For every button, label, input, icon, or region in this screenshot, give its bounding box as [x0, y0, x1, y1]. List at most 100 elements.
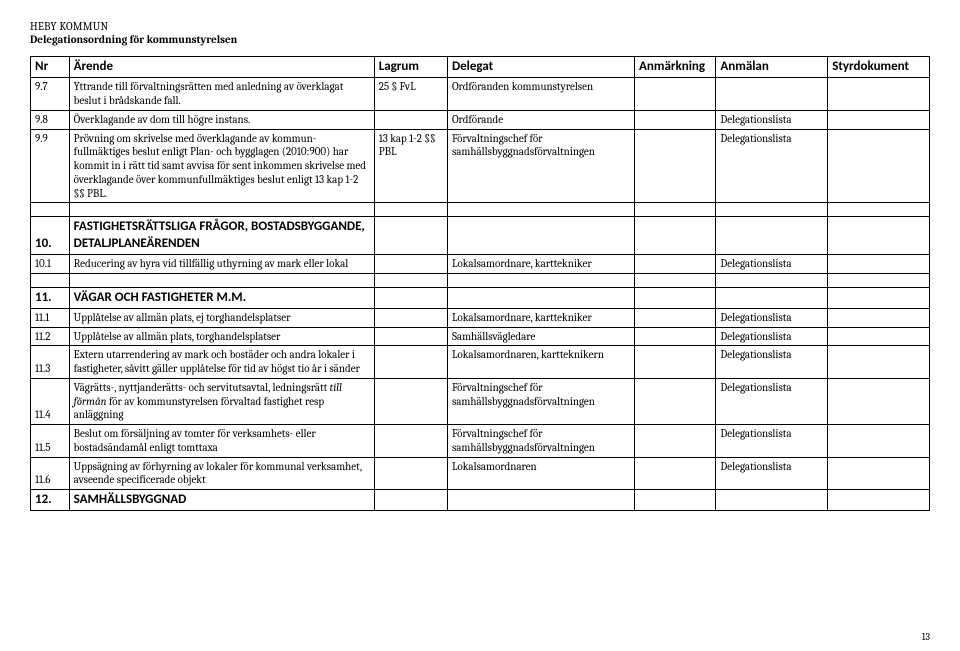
col-lagrum: Lagrum — [374, 57, 447, 78]
cell-lagrum — [374, 327, 447, 346]
cell-anmalan — [716, 78, 828, 111]
section-title: SAMHÄLLSBYGGNAD — [69, 490, 374, 511]
cell-delegat: Lokalsamordnaren — [447, 457, 634, 490]
cell-delegat: Ordförande — [447, 110, 634, 129]
cell-styrdokument — [828, 129, 930, 203]
cell-anmarkning — [635, 457, 716, 490]
col-nr: Nr — [31, 57, 70, 78]
cell-anmalan: Delegationslista — [716, 346, 828, 379]
cell-arende: Beslut om försäljning av tomter för verk… — [69, 425, 374, 458]
cell-delegat: Förvaltningschef för samhällsbyggnadsför… — [447, 129, 634, 203]
table-row: 11.4 Vägrätts-, nyttjanderätts- och serv… — [31, 378, 930, 424]
cell-nr: 9.7 — [31, 78, 70, 111]
section-title: VÄGAR OCH FASTIGHETER M.M. — [69, 287, 374, 308]
table-row: 11.5 Beslut om försäljning av tomter för… — [31, 425, 930, 458]
cell-styrdokument — [828, 254, 930, 273]
section-row: 10. FASTIGHETSRÄTTSLIGA FRÅGOR, BOSTADSB… — [31, 217, 930, 255]
cell-nr: 11.2 — [31, 327, 70, 346]
cell-styrdokument — [828, 308, 930, 327]
cell-delegat: Förvaltningschef för samhällsbyggnadsför… — [447, 378, 634, 424]
cell-anmalan: Delegationslista — [716, 425, 828, 458]
cell-delegat: Samhällsvägledare — [447, 327, 634, 346]
cell-anmarkning — [635, 308, 716, 327]
cell-styrdokument — [828, 346, 930, 379]
cell-anmarkning — [635, 346, 716, 379]
cell-lagrum: 13 kap 1-2 §§ PBL — [374, 129, 447, 203]
table-row: 11.3 Extern utarrendering av mark och bo… — [31, 346, 930, 379]
cell-anmarkning — [635, 378, 716, 424]
cell-styrdokument — [828, 78, 930, 111]
cell-nr: 10.1 — [31, 254, 70, 273]
table-row: 9.7 Yttrande till förvaltningsrätten med… — [31, 78, 930, 111]
cell-anmarkning — [635, 110, 716, 129]
cell-lagrum — [374, 425, 447, 458]
cell-styrdokument — [828, 378, 930, 424]
cell-delegat: Lokalsamordnare, karttekniker — [447, 254, 634, 273]
cell-nr: 11.1 — [31, 308, 70, 327]
section-nr: 10. — [31, 217, 70, 255]
cell-delegat: Lokalsamordnare, karttekniker — [447, 308, 634, 327]
delegation-table: Nr Ärende Lagrum Delegat Anmärkning Anmä… — [30, 56, 930, 511]
table-row: 11.6 Uppsägning av förhyrning av lokaler… — [31, 457, 930, 490]
cell-nr: 11.6 — [31, 457, 70, 490]
cell-nr: 11.5 — [31, 425, 70, 458]
cell-nr: 11.4 — [31, 378, 70, 424]
section-nr: 11. — [31, 287, 70, 308]
section-row: 11. VÄGAR OCH FASTIGHETER M.M. — [31, 287, 930, 308]
cell-anmalan: Delegationslista — [716, 129, 828, 203]
cell-anmarkning — [635, 78, 716, 111]
cell-lagrum: 25 § FvL — [374, 78, 447, 111]
cell-lagrum — [374, 254, 447, 273]
table-header-row: Nr Ärende Lagrum Delegat Anmärkning Anmä… — [31, 57, 930, 78]
cell-nr: 9.8 — [31, 110, 70, 129]
cell-anmarkning — [635, 254, 716, 273]
cell-delegat: Lokalsamordnaren, kartteknikern — [447, 346, 634, 379]
cell-lagrum — [374, 308, 447, 327]
col-styrdokument: Styrdokument — [828, 57, 930, 78]
cell-anmalan: Delegationslista — [716, 308, 828, 327]
table-row: 11.2 Upplåtelse av allmän plats, torghan… — [31, 327, 930, 346]
section-row: 12. SAMHÄLLSBYGGNAD — [31, 490, 930, 511]
cell-styrdokument — [828, 110, 930, 129]
cell-arende: Extern utarrendering av mark och bostäde… — [69, 346, 374, 379]
section-title: FASTIGHETSRÄTTSLIGA FRÅGOR, BOSTADSBYGGA… — [69, 217, 374, 255]
cell-anmalan: Delegationslista — [716, 110, 828, 129]
page-number: 13 — [922, 631, 930, 643]
spacer-row — [31, 273, 930, 287]
cell-anmalan: Delegationslista — [716, 457, 828, 490]
col-arende: Ärende — [69, 57, 374, 78]
cell-nr: 9.9 — [31, 129, 70, 203]
cell-delegat: Förvaltningschef för samhällsbyggnadsför… — [447, 425, 634, 458]
table-row: 11.1 Upplåtelse av allmän plats, ej torg… — [31, 308, 930, 327]
col-anmarkning: Anmärkning — [635, 57, 716, 78]
cell-styrdokument — [828, 327, 930, 346]
cell-lagrum — [374, 110, 447, 129]
col-anmalan: Anmälan — [716, 57, 828, 78]
cell-anmarkning — [635, 129, 716, 203]
cell-arende: Prövning om skrivelse med överklagande a… — [69, 129, 374, 203]
cell-nr: 11.3 — [31, 346, 70, 379]
table-row: 9.9 Prövning om skrivelse med överklagan… — [31, 129, 930, 203]
section-nr: 12. — [31, 490, 70, 511]
table-row: 10.1 Reducering av hyra vid tillfällig u… — [31, 254, 930, 273]
cell-arende: Yttrande till förvaltningsrätten med anl… — [69, 78, 374, 111]
cell-arende: Vägrätts-, nyttjanderätts- och servituts… — [69, 378, 374, 424]
cell-lagrum — [374, 378, 447, 424]
col-delegat: Delegat — [447, 57, 634, 78]
cell-lagrum — [374, 346, 447, 379]
cell-anmalan: Delegationslista — [716, 327, 828, 346]
table-row: 9.8 Överklagande av dom till högre insta… — [31, 110, 930, 129]
cell-arende: Reducering av hyra vid tillfällig uthyrn… — [69, 254, 374, 273]
cell-styrdokument — [828, 457, 930, 490]
cell-styrdokument — [828, 425, 930, 458]
doc-title: Delegationsordning för kommunstyrelsen — [30, 33, 930, 46]
cell-anmalan: Delegationslista — [716, 378, 828, 424]
cell-arende: Upplåtelse av allmän plats, torghandelsp… — [69, 327, 374, 346]
cell-anmalan: Delegationslista — [716, 254, 828, 273]
cell-anmarkning — [635, 327, 716, 346]
org-name: HEBY KOMMUN — [30, 20, 930, 33]
cell-arende: Uppsägning av förhyrning av lokaler för … — [69, 457, 374, 490]
cell-arende: Överklagande av dom till högre instans. — [69, 110, 374, 129]
cell-anmarkning — [635, 425, 716, 458]
cell-delegat: Ordföranden kommunstyrelsen — [447, 78, 634, 111]
